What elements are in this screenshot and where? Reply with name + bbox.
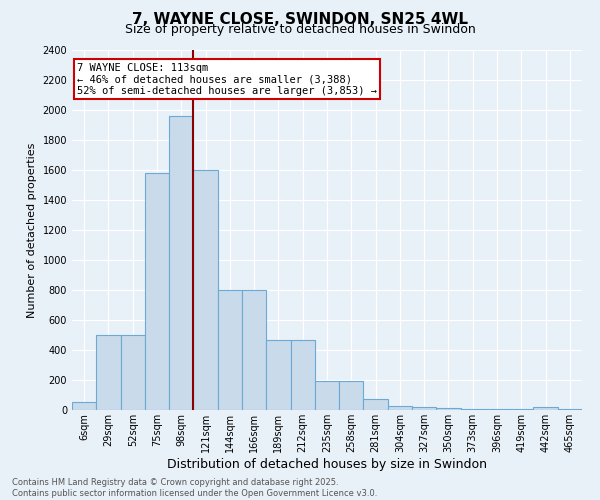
Bar	[485, 409, 509, 410]
Bar	[242, 290, 266, 410]
Bar	[145, 173, 169, 410]
Bar	[169, 116, 193, 410]
Text: 7, WAYNE CLOSE, SWINDON, SN25 4WL: 7, WAYNE CLOSE, SWINDON, SN25 4WL	[132, 12, 468, 28]
Bar	[72, 402, 96, 410]
Bar	[339, 381, 364, 410]
Text: 7 WAYNE CLOSE: 113sqm
← 46% of detached houses are smaller (3,388)
52% of semi-d: 7 WAYNE CLOSE: 113sqm ← 46% of detached …	[77, 62, 377, 96]
Bar	[218, 290, 242, 410]
Bar	[461, 408, 485, 410]
Text: Size of property relative to detached houses in Swindon: Size of property relative to detached ho…	[125, 22, 475, 36]
X-axis label: Distribution of detached houses by size in Swindon: Distribution of detached houses by size …	[167, 458, 487, 470]
Bar	[509, 409, 533, 410]
Bar	[388, 406, 412, 410]
Bar	[412, 407, 436, 410]
Bar	[193, 170, 218, 410]
Text: Contains HM Land Registry data © Crown copyright and database right 2025.
Contai: Contains HM Land Registry data © Crown c…	[12, 478, 377, 498]
Bar	[436, 408, 461, 410]
Bar	[558, 409, 582, 410]
Bar	[96, 335, 121, 410]
Bar	[290, 340, 315, 410]
Bar	[533, 407, 558, 410]
Bar	[315, 381, 339, 410]
Bar	[364, 399, 388, 410]
Y-axis label: Number of detached properties: Number of detached properties	[27, 142, 37, 318]
Bar	[121, 335, 145, 410]
Bar	[266, 340, 290, 410]
